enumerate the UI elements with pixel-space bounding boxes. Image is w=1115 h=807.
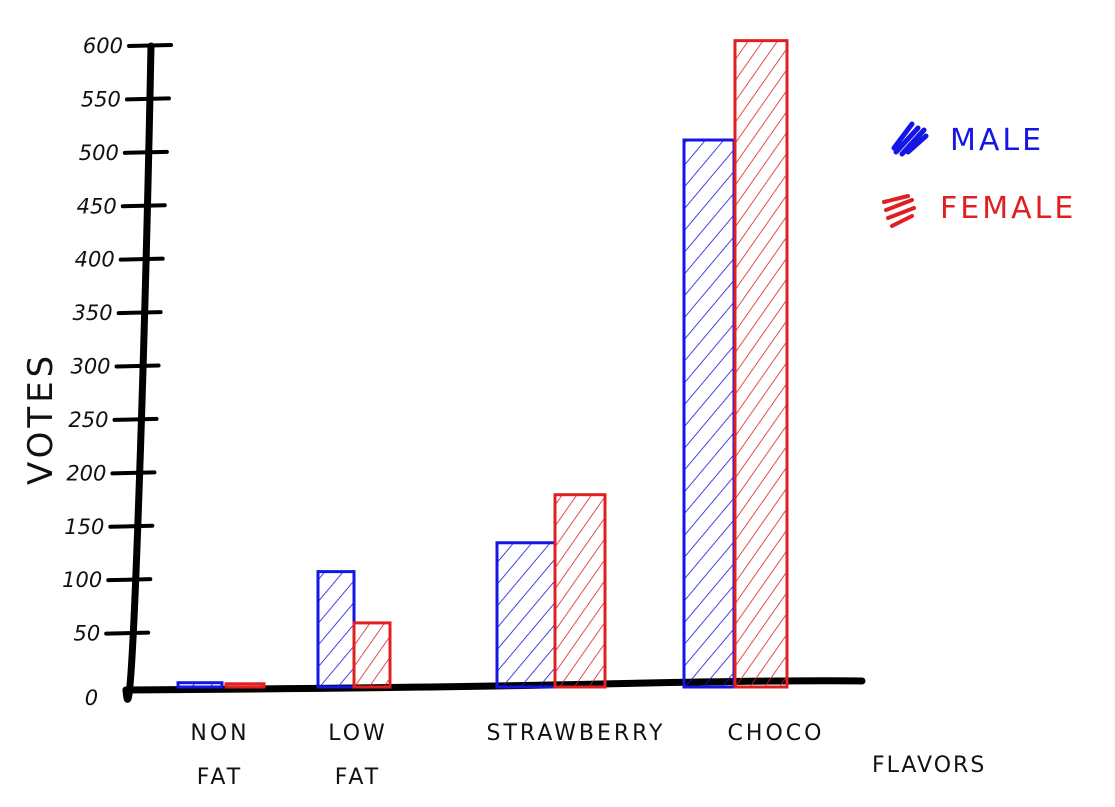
- y-tick-label: 150: [64, 515, 104, 539]
- x-tick-label-line2: FAT: [335, 765, 381, 790]
- y-tick-label: 350: [73, 301, 113, 325]
- y-tick-label: 600: [83, 34, 123, 58]
- y-tick-label: 50: [73, 622, 100, 646]
- legend-label-female: FEMALE: [940, 191, 1076, 226]
- y-tick-label: 300: [70, 355, 110, 379]
- x-axis-label: FLAVORS: [872, 753, 986, 778]
- x-tick-label: LOW: [328, 721, 388, 746]
- y-ticks: 0 50 100 150 200 250 300 350 400 450 500 550 600: [62, 34, 173, 710]
- bar-female-2: [553, 493, 607, 689]
- y-tick: [127, 43, 173, 48]
- y-tick: [118, 256, 165, 262]
- x-tick-label: CHOCO: [728, 721, 825, 746]
- y-tick-label: 500: [79, 141, 119, 165]
- y-tick: [108, 523, 155, 529]
- bar-female-1: [352, 621, 392, 689]
- bar-female-3: [733, 39, 789, 689]
- x-tick-label: NON: [190, 721, 249, 746]
- y-tick-label: 200: [66, 461, 106, 485]
- legend-swatch-female: [882, 194, 916, 228]
- y-tick: [104, 630, 151, 636]
- y-tick: [112, 416, 159, 422]
- y-axis-line: [122, 42, 155, 703]
- y-tick: [122, 149, 169, 155]
- y-tick-label: 450: [77, 194, 117, 218]
- y-tick: [110, 470, 157, 476]
- y-tick-label: 250: [68, 408, 108, 432]
- bar-male-1: [316, 570, 356, 689]
- bar-male-2: [495, 541, 557, 689]
- y-tick-label: 550: [81, 87, 121, 111]
- bar-male-3: [682, 138, 736, 689]
- y-tick-label: 100: [62, 568, 102, 592]
- legend-swatch-male: [891, 121, 929, 157]
- bars: [176, 39, 789, 689]
- x-tick-label-line2: FAT: [197, 765, 243, 790]
- y-tick-label: 400: [75, 248, 115, 272]
- legend-label-male: MALE: [950, 123, 1044, 158]
- bar-female-0: [224, 682, 266, 689]
- legend-item-female: FEMALE: [882, 191, 1076, 228]
- y-tick-label: 0: [85, 686, 98, 710]
- legend: MALE FEMALE: [882, 121, 1076, 228]
- y-tick: [120, 203, 167, 209]
- y-tick: [124, 96, 171, 102]
- y-tick: [116, 310, 163, 316]
- legend-item-male: MALE: [891, 121, 1044, 158]
- y-tick: [114, 363, 161, 369]
- bar-male-0: [176, 681, 224, 689]
- x-tick-label: STRAWBERRY: [487, 721, 666, 746]
- x-tick-labels: NON FAT LOW FAT STRAWBERRY CHOCO: [190, 721, 825, 790]
- y-axis: [122, 42, 155, 703]
- y-axis-label: VOTES: [21, 352, 61, 485]
- y-tick: [106, 577, 153, 583]
